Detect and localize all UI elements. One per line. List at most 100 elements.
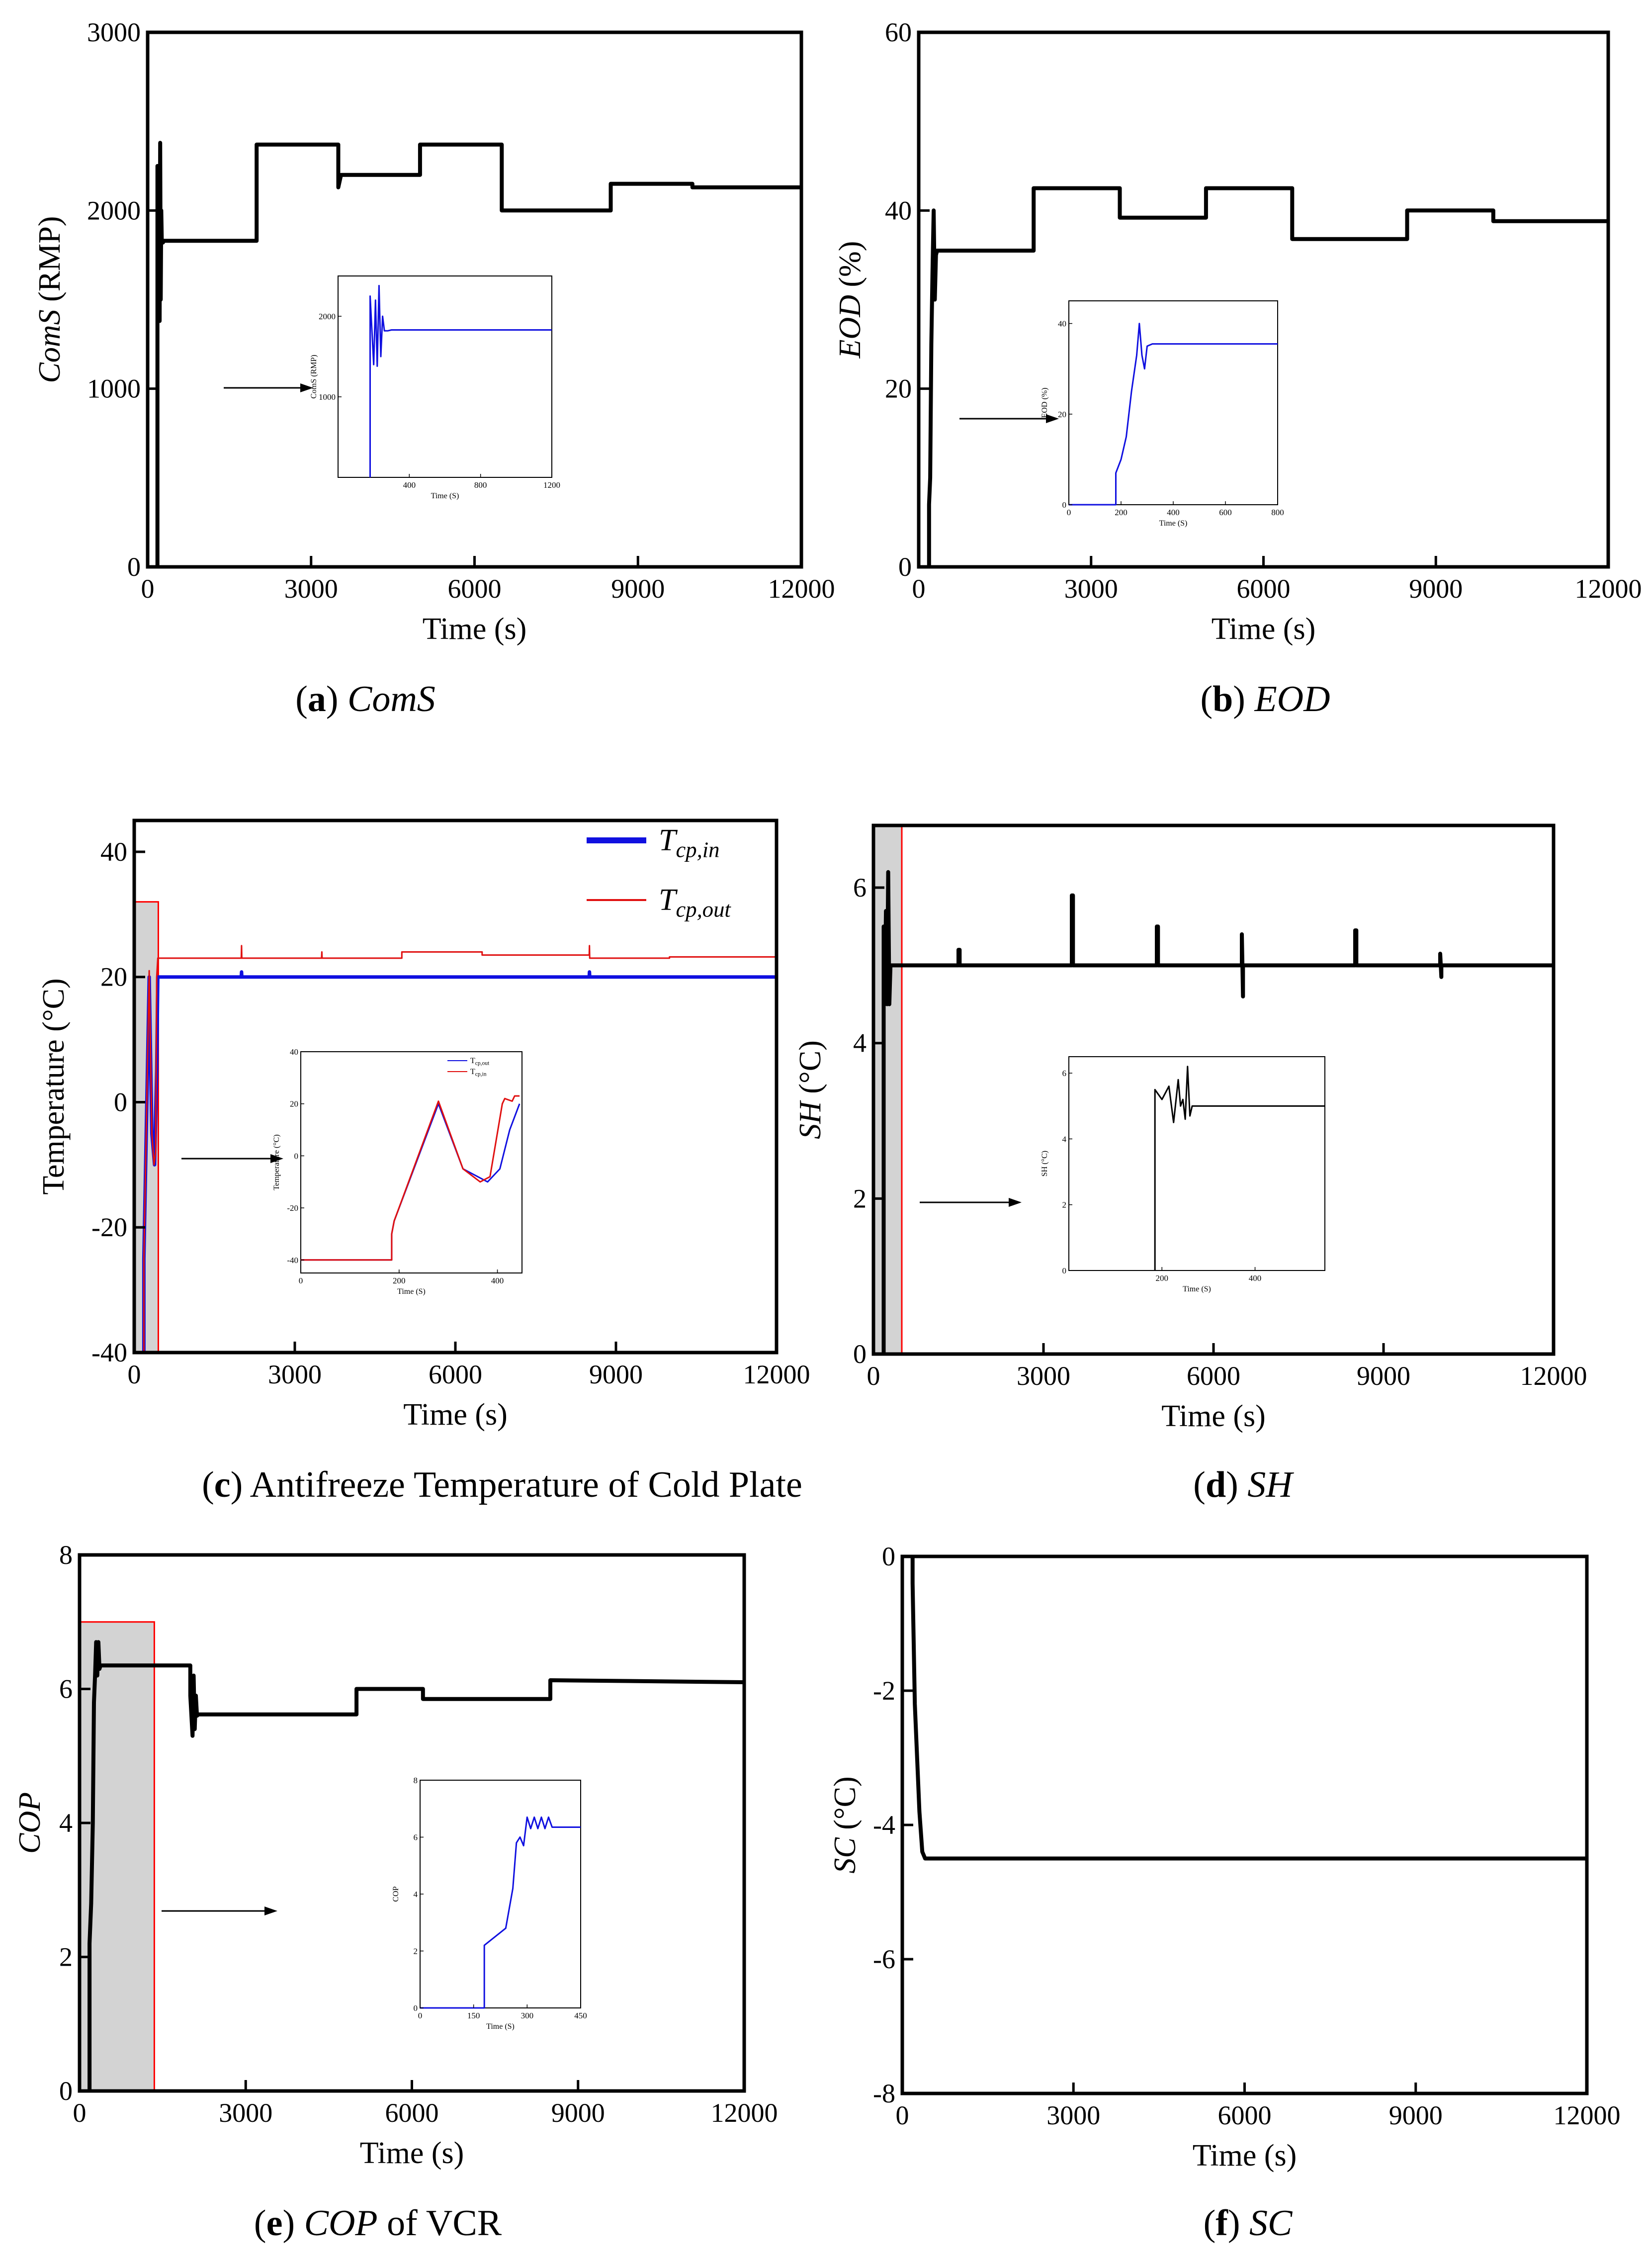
x-tick-label: 3000 <box>268 1360 322 1389</box>
panel-f: 0 3000 6000 9000 12000 -8 -6 -4 -2 0 Time (s) SC (°… <box>828 1542 1621 2244</box>
x-tick-label: 9000 <box>551 2098 605 2128</box>
inset-x-tick-label: 400 <box>1167 508 1180 517</box>
y-tick-label: -2 <box>873 1676 895 1706</box>
x-tick-label: 6000 <box>1218 2100 1272 2130</box>
inset-y-axis-label: COP <box>392 1886 400 1902</box>
legend-label: Tcp,out <box>659 883 731 921</box>
inset-x-tick-label: 600 <box>1219 508 1232 517</box>
x-tick-label: 9000 <box>1409 574 1463 604</box>
inset-arrow-head <box>270 1154 283 1163</box>
inset-x-tick-label: 800 <box>1271 508 1284 517</box>
y-tick-label: 6 <box>59 1674 73 1704</box>
x-tick-label: 0 <box>73 2098 87 2128</box>
plot-frame <box>78 1553 746 2093</box>
inset-frame <box>420 1780 581 2008</box>
y-tick-label: 0 <box>898 552 912 582</box>
inset-y-tick-label: 4 <box>1062 1134 1067 1144</box>
inset-y-axis-label: ComS (RMP) <box>310 355 318 398</box>
inset-plot: 200 400 0 2 4 6 Time (S) SH (°C) <box>1041 1056 1325 1293</box>
inset-y-axis-label: EOD (%) <box>1041 388 1049 418</box>
inset-x-tick-label: 400 <box>403 480 416 490</box>
series-line-sc <box>910 1556 1587 1861</box>
y-tick-label: 4 <box>853 1028 867 1058</box>
x-tick-label: 9000 <box>1357 1361 1410 1391</box>
inset-y-axis-label: SH (°C) <box>1041 1151 1049 1177</box>
x-tick-label: 0 <box>896 2100 909 2130</box>
inset-y-tick-label: 6 <box>414 1833 418 1842</box>
inset-x-axis-label: Time (S) <box>1159 519 1188 528</box>
y-tick-label: 0 <box>853 1339 867 1369</box>
x-axis-label: Time (s) <box>1161 1399 1266 1433</box>
series-line-sh <box>881 870 1554 1354</box>
x-tick-label: 3000 <box>1046 2100 1100 2130</box>
inset-x-tick-label: 1200 <box>543 480 560 490</box>
panel-caption: (b) EOD <box>1200 679 1330 720</box>
plot-frame <box>900 1554 1589 2095</box>
panel-caption: (e) COP of VCR <box>254 2203 502 2244</box>
y-tick-label: 0 <box>882 1542 895 1571</box>
x-tick-label: 6000 <box>429 1360 482 1389</box>
inset-x-tick-label: 450 <box>574 2011 587 2020</box>
inset-y-tick-label: 0 <box>414 2003 418 2013</box>
x-tick-label: 0 <box>912 574 926 604</box>
series-line-eod <box>927 186 1608 567</box>
y-axis-label: ComS (RMP) <box>33 216 67 383</box>
inset-series-line <box>301 1095 520 1261</box>
y-tick-label: 0 <box>114 1087 127 1117</box>
x-tick-label: 6000 <box>385 2098 439 2128</box>
inset-legend-label: Tcp,out <box>470 1057 490 1066</box>
inset-x-tick-label: 300 <box>521 2011 534 2020</box>
inset-plot: 400 800 1200 1000 2000 Time (S) ComS (RMP) <box>310 275 560 500</box>
inset-x-axis-label: Time (S) <box>431 492 459 500</box>
x-axis-label: Time (s) <box>1212 612 1316 646</box>
panel-caption: (a) ComS <box>295 679 435 720</box>
inset-series-line <box>420 1816 581 2009</box>
y-tick-label: 1000 <box>87 374 141 404</box>
inset-x-tick-label: 0 <box>299 1276 303 1285</box>
y-axis-label: SH (°C) <box>793 1040 827 1139</box>
x-axis-label: Time (s) <box>360 2136 464 2170</box>
inset-series-line <box>369 284 552 477</box>
inset-x-tick-label: 200 <box>1115 508 1128 517</box>
series-line-coms <box>155 141 801 567</box>
inset-frame <box>1068 1056 1325 1271</box>
inset-x-tick-label: 200 <box>1156 1273 1169 1283</box>
y-axis-label: Temperature (°C) <box>37 978 71 1194</box>
y-tick-label: 40 <box>885 195 912 225</box>
series-line-tcp-out <box>134 945 777 1354</box>
x-tick-label: 6000 <box>448 574 502 604</box>
inset-x-tick-label: 0 <box>418 2011 423 2020</box>
x-tick-label: 0 <box>128 1360 141 1389</box>
inset-y-tick-label: -20 <box>287 1203 298 1213</box>
inset-plot: 0 150 300 450 0 2 4 6 8 Time (S) COP <box>392 1776 587 2031</box>
legend-label: Tcp,in <box>659 823 719 862</box>
inset-y-tick-label: 40 <box>1058 319 1066 329</box>
inset-arrow-head <box>1046 414 1059 423</box>
inset-legend-label: Tcp,in <box>470 1068 487 1077</box>
x-tick-label: 3000 <box>1017 1361 1070 1391</box>
y-axis-label: SC (°C) <box>828 1776 862 1873</box>
inset-y-axis-label: Temperature (°C) <box>272 1134 281 1190</box>
inset-x-axis-label: Time (S) <box>1183 1285 1211 1293</box>
y-tick-label: 60 <box>885 17 912 47</box>
inset-arrow-head <box>1009 1198 1022 1207</box>
x-axis-label: Time (s) <box>403 1398 508 1432</box>
inset-y-tick-label: 6 <box>1062 1069 1067 1078</box>
panel-c: 0 3000 6000 9000 12000 -40 -20 0 20 40 Time (s) Tem… <box>37 818 810 1505</box>
inset-y-tick-label: 0 <box>1062 500 1067 510</box>
inset-y-tick-label: 20 <box>1058 410 1066 419</box>
inset-x-tick-label: 400 <box>491 1276 504 1285</box>
x-tick-label: 9000 <box>589 1360 643 1389</box>
inset-x-tick-label: 0 <box>1067 508 1071 517</box>
x-tick-label: 9000 <box>611 574 665 604</box>
x-tick-label: 3000 <box>219 2098 272 2128</box>
y-axis-label: EOD (%) <box>833 241 867 359</box>
inset-frame <box>1068 300 1278 505</box>
x-tick-label: 12000 <box>711 2098 778 2128</box>
inset-frame <box>338 275 552 478</box>
y-tick-label: -20 <box>91 1212 127 1242</box>
y-tick-label: 2000 <box>87 195 141 225</box>
x-tick-label: 12000 <box>1554 2100 1621 2130</box>
